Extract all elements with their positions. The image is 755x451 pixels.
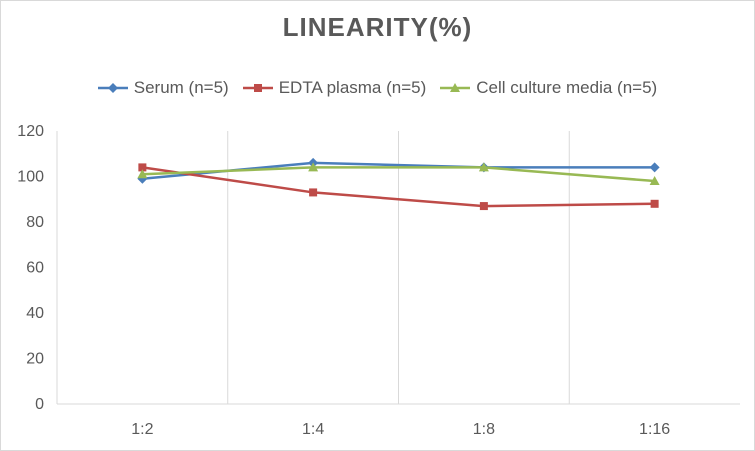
data-point-edta-plasma-n-5-1-2 bbox=[138, 163, 147, 172]
legend-marker-cell-culture-media bbox=[440, 83, 471, 92]
data-point-serum-n-5-1-16 bbox=[649, 162, 660, 173]
x-tick-label-1-2: 1:2 bbox=[131, 421, 153, 438]
y-tick-label-40: 40 bbox=[26, 305, 44, 322]
legend-label-serum: Serum (n=5) bbox=[133, 78, 229, 97]
legend-item-cell-culture-media: Cell culture media (n=5) bbox=[440, 78, 657, 98]
data-point-edta-plasma-n-5-1-4 bbox=[309, 188, 318, 197]
series-line-cell-culture-media-n-5 bbox=[142, 166, 655, 183]
x-tick-label-1-16: 1:16 bbox=[639, 421, 670, 438]
legend-marker-serum bbox=[97, 83, 128, 93]
y-tick-label-120: 120 bbox=[17, 123, 44, 140]
data-point-cell-culture-media-n-5-1-8 bbox=[478, 162, 489, 172]
data-point-edta-plasma-n-5-1-16 bbox=[650, 199, 659, 208]
legend-marker-edta-plasma bbox=[242, 84, 273, 92]
legend-item-edta-plasma: EDTA plasma (n=5) bbox=[242, 78, 427, 98]
y-tick-label-0: 0 bbox=[35, 396, 44, 413]
y-tick-label-20: 20 bbox=[26, 351, 44, 368]
legend-item-serum: Serum (n=5) bbox=[97, 78, 229, 98]
data-point-cell-culture-media-n-5-1-16 bbox=[649, 176, 660, 186]
series-line-edta-plasma-n-5 bbox=[142, 166, 655, 208]
data-point-cell-culture-media-n-5-1-2 bbox=[137, 169, 148, 179]
y-tick-label-100: 100 bbox=[17, 169, 44, 186]
y-tick-label-60: 60 bbox=[26, 260, 44, 277]
legend-label-cell-culture-media: Cell culture media (n=5) bbox=[476, 78, 658, 97]
legend-label-edta-plasma: EDTA plasma (n=5) bbox=[278, 78, 427, 97]
chart-title: LINEARITY(%) bbox=[282, 12, 473, 42]
y-tick-label-80: 80 bbox=[26, 214, 44, 231]
data-point-edta-plasma-n-5-1-8 bbox=[479, 202, 488, 211]
x-tick-label-1-8: 1:8 bbox=[473, 421, 495, 438]
data-point-cell-culture-media-n-5-1-4 bbox=[308, 162, 319, 172]
x-tick-label-1-4: 1:4 bbox=[302, 421, 324, 438]
legend: Serum (n=5) EDTA plasma (n=5) Cell cultu… bbox=[0, 78, 755, 98]
